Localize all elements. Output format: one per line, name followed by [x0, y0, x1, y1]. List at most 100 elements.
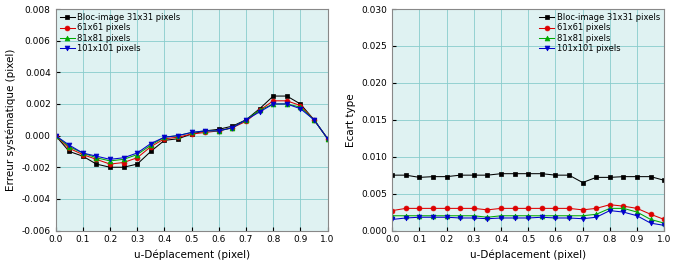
61x61 pixels — [92, 158, 100, 161]
Line: 61x61 pixels: 61x61 pixels — [390, 202, 667, 222]
101x101 pixels — [497, 216, 505, 219]
Bloc-image 31x31 pixels — [416, 176, 424, 179]
61x61 pixels — [606, 203, 614, 206]
81x81 pixels — [79, 151, 87, 155]
Bloc-image 31x31 pixels — [592, 176, 600, 179]
101x101 pixels — [647, 222, 655, 225]
101x101 pixels — [283, 102, 291, 106]
81x81 pixels — [456, 214, 464, 217]
61x61 pixels — [579, 208, 587, 211]
101x101 pixels — [483, 217, 492, 220]
61x61 pixels — [510, 207, 519, 210]
Y-axis label: Ecart type: Ecart type — [346, 93, 356, 147]
Bloc-image 31x31 pixels — [228, 124, 236, 128]
61x61 pixels — [388, 209, 396, 212]
81x81 pixels — [255, 109, 263, 112]
101x101 pixels — [201, 129, 209, 132]
Bloc-image 31x31 pixels — [133, 163, 141, 166]
61x61 pixels — [51, 134, 60, 137]
81x81 pixels — [297, 106, 305, 109]
101x101 pixels — [92, 155, 100, 158]
Line: 81x81 pixels: 81x81 pixels — [390, 206, 667, 226]
Bloc-image 31x31 pixels — [388, 173, 396, 177]
Bloc-image 31x31 pixels — [106, 166, 114, 169]
Bloc-image 31x31 pixels — [51, 134, 60, 137]
101x101 pixels — [106, 158, 114, 161]
Line: Bloc-image 31x31 pixels: Bloc-image 31x31 pixels — [390, 171, 667, 185]
Y-axis label: Erreur systématique (pixel): Erreur systématique (pixel) — [5, 49, 16, 191]
Bloc-image 31x31 pixels — [283, 94, 291, 98]
Bloc-image 31x31 pixels — [79, 155, 87, 158]
61x61 pixels — [297, 104, 305, 107]
81x81 pixels — [401, 214, 410, 217]
Line: Bloc-image 31x31 pixels: Bloc-image 31x31 pixels — [53, 94, 330, 170]
81x81 pixels — [647, 218, 655, 221]
Bloc-image 31x31 pixels — [215, 128, 223, 131]
61x61 pixels — [592, 207, 600, 210]
81x81 pixels — [147, 143, 155, 147]
Line: 81x81 pixels: 81x81 pixels — [53, 102, 330, 163]
61x61 pixels — [633, 207, 641, 210]
81x81 pixels — [483, 216, 492, 219]
81x81 pixels — [188, 131, 196, 134]
Bloc-image 31x31 pixels — [120, 166, 128, 169]
101x101 pixels — [269, 102, 278, 106]
101x101 pixels — [619, 210, 628, 214]
101x101 pixels — [255, 110, 263, 114]
Bloc-image 31x31 pixels — [310, 118, 318, 121]
101x101 pixels — [324, 137, 332, 140]
101x101 pixels — [242, 118, 250, 121]
101x101 pixels — [429, 216, 437, 219]
101x101 pixels — [633, 214, 641, 217]
Line: 101x101 pixels: 101x101 pixels — [53, 102, 330, 162]
81x81 pixels — [538, 214, 546, 217]
61x61 pixels — [660, 218, 668, 221]
Bloc-image 31x31 pixels — [524, 172, 532, 175]
81x81 pixels — [443, 214, 451, 217]
81x81 pixels — [510, 214, 519, 217]
81x81 pixels — [633, 210, 641, 214]
61x61 pixels — [133, 156, 141, 159]
X-axis label: u-Déplacement (pixel): u-Déplacement (pixel) — [471, 250, 586, 260]
Bloc-image 31x31 pixels — [538, 172, 546, 175]
61x61 pixels — [174, 136, 182, 139]
81x81 pixels — [606, 207, 614, 210]
61x61 pixels — [147, 145, 155, 148]
61x61 pixels — [106, 163, 114, 166]
61x61 pixels — [188, 132, 196, 136]
Bloc-image 31x31 pixels — [255, 107, 263, 110]
81x81 pixels — [120, 158, 128, 161]
Bloc-image 31x31 pixels — [174, 137, 182, 140]
81x81 pixels — [388, 214, 396, 217]
61x61 pixels — [120, 161, 128, 164]
61x61 pixels — [483, 208, 492, 211]
101x101 pixels — [133, 151, 141, 155]
Bloc-image 31x31 pixels — [579, 181, 587, 184]
61x61 pixels — [324, 137, 332, 140]
Bloc-image 31x31 pixels — [188, 132, 196, 136]
61x61 pixels — [619, 205, 628, 208]
X-axis label: u-Déplacement (pixel): u-Déplacement (pixel) — [133, 250, 250, 260]
101x101 pixels — [160, 136, 169, 139]
61x61 pixels — [551, 207, 559, 210]
Bloc-image 31x31 pixels — [551, 173, 559, 177]
Bloc-image 31x31 pixels — [401, 173, 410, 177]
61x61 pixels — [538, 207, 546, 210]
Legend: Bloc-image 31x31 pixels, 61x61 pixels, 81x81 pixels, 101x101 pixels: Bloc-image 31x31 pixels, 61x61 pixels, 8… — [58, 11, 182, 55]
101x101 pixels — [401, 216, 410, 219]
81x81 pixels — [524, 214, 532, 217]
81x81 pixels — [660, 222, 668, 225]
Line: 101x101 pixels: 101x101 pixels — [390, 208, 667, 228]
Bloc-image 31x31 pixels — [510, 172, 519, 175]
Bloc-image 31x31 pixels — [201, 129, 209, 132]
101x101 pixels — [538, 216, 546, 219]
Bloc-image 31x31 pixels — [606, 176, 614, 179]
61x61 pixels — [456, 207, 464, 210]
101x101 pixels — [606, 209, 614, 212]
Bloc-image 31x31 pixels — [470, 173, 478, 177]
81x81 pixels — [269, 102, 278, 106]
101x101 pixels — [660, 224, 668, 227]
81x81 pixels — [65, 145, 73, 148]
81x81 pixels — [416, 214, 424, 217]
101x101 pixels — [388, 218, 396, 221]
